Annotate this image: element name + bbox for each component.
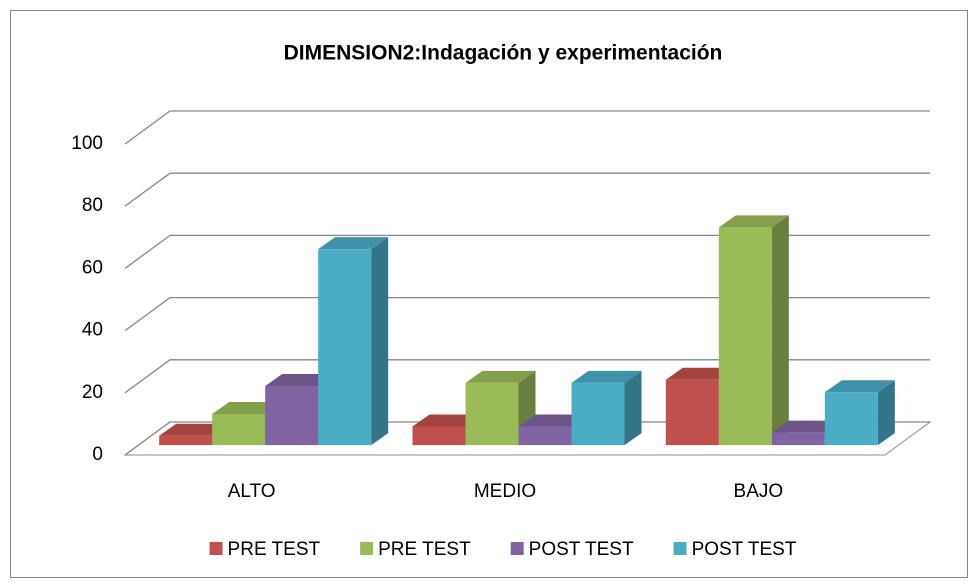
bar-top <box>265 374 336 387</box>
legend-label: PRE TEST <box>378 539 471 560</box>
chart-title: DIMENSION2:Indagación y experimentación <box>284 42 723 65</box>
grid-line <box>124 172 930 207</box>
bar-top <box>771 420 842 433</box>
bar <box>318 249 372 446</box>
y-tick-label: 20 <box>82 382 103 403</box>
bar <box>824 392 878 446</box>
bar <box>465 382 519 446</box>
legend-label: POST TEST <box>692 539 797 560</box>
bar-top <box>824 380 895 393</box>
bar <box>518 426 572 446</box>
bar <box>571 382 625 446</box>
bar-top <box>571 370 642 383</box>
bar <box>159 435 213 446</box>
bar <box>771 432 825 446</box>
y-tick-label: 60 <box>82 257 103 278</box>
bar <box>212 414 266 446</box>
bar-top <box>665 367 736 380</box>
chart-frame <box>10 10 968 578</box>
bar <box>265 386 319 446</box>
bar-top <box>412 414 483 427</box>
bar-side <box>371 237 389 446</box>
bar-side <box>771 215 789 446</box>
bar-top <box>159 423 230 436</box>
bar <box>718 227 772 446</box>
legend-label: PRE TEST <box>228 539 321 560</box>
x-tick-label: MEDIO <box>474 481 536 502</box>
bar-side <box>624 370 642 446</box>
bar-top <box>212 402 283 414</box>
y-tick-label: 100 <box>71 133 103 154</box>
legend-swatch <box>360 542 374 555</box>
grid-line <box>124 234 930 269</box>
legend-swatch <box>673 542 687 555</box>
x-tick-label: ALTO <box>228 481 276 502</box>
grid-line <box>124 296 930 332</box>
bar-top <box>718 215 789 228</box>
grid-line <box>124 359 930 394</box>
bar-top <box>518 414 589 427</box>
bar-top <box>465 370 536 383</box>
bar-side <box>877 380 895 446</box>
y-tick-label: 40 <box>82 320 103 341</box>
bar <box>412 426 466 446</box>
legend-swatch <box>510 542 524 555</box>
x-tick-label: BAJO <box>734 481 784 502</box>
y-tick-label: 0 <box>92 444 103 465</box>
bar-top <box>318 237 389 250</box>
grid-line <box>124 110 930 145</box>
y-tick-label: 80 <box>82 195 103 216</box>
legend-label: POST TEST <box>529 539 634 560</box>
legend-swatch <box>209 542 223 555</box>
bar <box>665 379 719 446</box>
